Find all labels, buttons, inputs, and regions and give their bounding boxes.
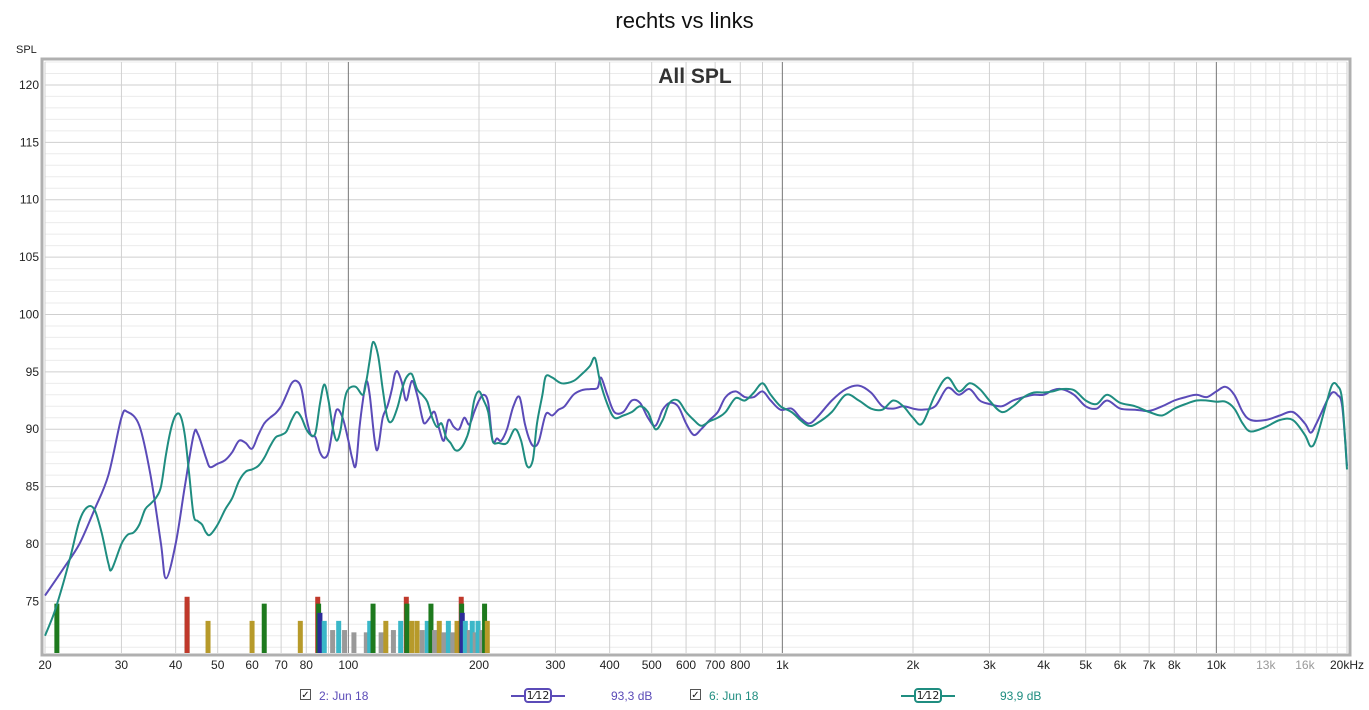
x-tick-label: 80: [300, 658, 314, 672]
y-tick-label: 120: [19, 78, 39, 92]
y-tick-label: 85: [26, 480, 40, 494]
x-tick-label: 500: [642, 658, 662, 672]
x-tick-label: 20: [38, 658, 52, 672]
marker-bar: [475, 620, 481, 653]
marker-bar: [459, 612, 465, 653]
x-tick-label: 600: [676, 658, 696, 672]
curves: [44, 340, 1348, 637]
x-tick-label: 6k: [1114, 658, 1128, 672]
marker-bar: [466, 630, 472, 653]
y-tick-label: 90: [26, 422, 40, 436]
x-tick-label: 8k: [1168, 658, 1182, 672]
marker-bar: [205, 620, 211, 653]
series1-smoothing-label: 1⁄12: [524, 688, 552, 703]
plot-frame: [40, 57, 1352, 657]
marker-bar: [445, 620, 451, 653]
series-1-curve: [44, 370, 1348, 597]
marker-bar: [370, 603, 376, 653]
marker-bar: [432, 630, 438, 653]
marker-bar: [428, 603, 434, 653]
grid: [44, 61, 1348, 653]
x-tick-label: 300: [545, 658, 565, 672]
marker-bar: [472, 632, 478, 653]
marker-bar: [321, 620, 327, 653]
y-tick-label: 75: [26, 594, 40, 608]
marker-bar: [441, 632, 447, 653]
x-tick-labels: 20 30 40 50 60 70 80 100 200 300 400 500 600 700 800 1k…: [38, 658, 1364, 672]
series2-label: 6: Jun 18: [709, 689, 759, 703]
marker-bar: [363, 632, 369, 653]
marker-bar: [383, 620, 389, 653]
marker-bar: [450, 632, 456, 653]
series1-level: 93,3 dB: [611, 689, 653, 703]
x-tick-label: 4k: [1037, 658, 1051, 672]
marker-bar: [398, 620, 404, 653]
marker-bar: [378, 632, 384, 653]
x-tick-label: 10k: [1207, 658, 1227, 672]
series2-smoothing-label: 1⁄12: [914, 688, 942, 703]
x-tick-label: 30: [115, 658, 129, 672]
y-tick-label: 95: [26, 365, 40, 379]
marker-bar: [297, 620, 303, 653]
series1-smoothing-button[interactable]: 1⁄12: [511, 686, 565, 706]
x-tick-label: 40: [169, 658, 183, 672]
x-tick-label: 700: [705, 658, 725, 672]
marker-bar: [342, 630, 348, 653]
x-tick-label: 60: [245, 658, 259, 672]
marker-bar: [336, 620, 342, 653]
marker-bar: [414, 620, 420, 653]
x-tick-label: 2k: [907, 658, 921, 672]
x-tick-label: 16k: [1295, 658, 1315, 672]
marker-bars: [54, 596, 490, 653]
x-tick-label: 7k: [1143, 658, 1157, 672]
marker-bar: [469, 620, 475, 653]
marker-bar: [419, 630, 425, 653]
marker-bar: [424, 620, 430, 653]
x-tick-label: 100: [338, 658, 358, 672]
x-tick-label: 5k: [1079, 658, 1093, 672]
series1-label: 2: Jun 18: [319, 689, 369, 703]
y-tick-label: 105: [19, 250, 39, 264]
marker-bar: [462, 620, 468, 653]
x-tick-label: 800: [730, 658, 750, 672]
x-tick-label: 20kHz: [1330, 658, 1364, 672]
x-tick-label: 400: [600, 658, 620, 672]
marker-bar: [409, 620, 415, 653]
x-tick-label: 70: [274, 658, 288, 672]
marker-bar: [454, 620, 460, 653]
x-tick-label: 1k: [776, 658, 790, 672]
x-tick-label: 200: [469, 658, 489, 672]
marker-bar: [367, 620, 373, 653]
series1-checkbox[interactable]: ✓: [300, 689, 311, 701]
marker-bar: [390, 630, 396, 653]
x-tick-label: 13k: [1256, 658, 1276, 672]
y-tick-label: 110: [20, 193, 39, 207]
marker-bar: [184, 596, 190, 653]
series-2-curve: [44, 340, 1348, 637]
series2-level: 93,9 dB: [1000, 689, 1042, 703]
y-tick-labels: 75 80 85 90 95 100 105 110 115 120: [19, 78, 39, 608]
x-tick-label: 50: [211, 658, 225, 672]
plot-subtitle: All SPL: [658, 65, 732, 88]
y-tick-label: 115: [20, 135, 39, 149]
series2-smoothing-button[interactable]: 1⁄12: [901, 686, 955, 706]
marker-bar: [261, 603, 267, 653]
series2-checkbox[interactable]: ✓: [690, 689, 701, 701]
marker-bar: [484, 620, 490, 653]
y-axis-label: SPL: [16, 44, 37, 56]
marker-bar: [249, 620, 255, 653]
marker-bar: [54, 603, 60, 653]
marker-bar: [317, 612, 323, 653]
marker-bar: [482, 603, 488, 653]
y-tick-label: 100: [19, 307, 39, 321]
y-tick-label: 80: [26, 537, 40, 551]
marker-bar: [330, 630, 336, 653]
x-tick-label: 3k: [983, 658, 997, 672]
chart-title: rechts vs links: [615, 8, 754, 33]
marker-bar: [479, 630, 485, 653]
marker-bar: [436, 620, 442, 653]
marker-bar: [351, 632, 357, 653]
marker-bar: [404, 603, 410, 653]
